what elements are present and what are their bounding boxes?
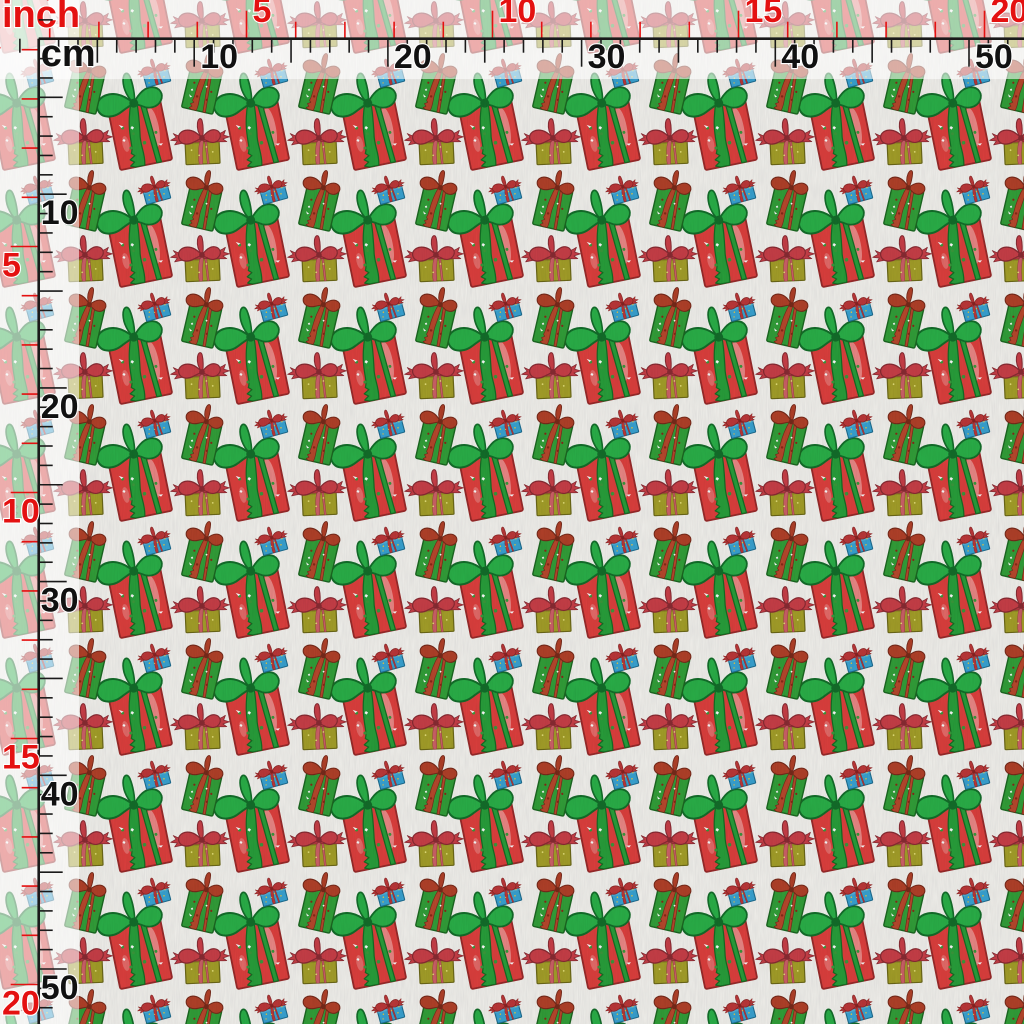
svg-text:5: 5 [253, 0, 272, 30]
svg-text:30: 30 [41, 582, 79, 620]
svg-text:20: 20 [41, 388, 79, 426]
svg-text:10: 10 [2, 493, 40, 531]
svg-text:15: 15 [745, 0, 783, 30]
svg-text:50: 50 [41, 969, 79, 1007]
svg-text:50: 50 [975, 38, 1013, 76]
svg-text:20: 20 [394, 38, 432, 76]
svg-text:10: 10 [200, 38, 238, 76]
svg-text:inch: inch [2, 0, 80, 36]
svg-text:40: 40 [41, 775, 79, 813]
svg-text:20: 20 [991, 0, 1024, 30]
svg-text:10: 10 [499, 0, 537, 30]
svg-text:30: 30 [588, 38, 626, 76]
svg-text:15: 15 [2, 739, 40, 777]
svg-text:20: 20 [2, 985, 40, 1023]
svg-text:5: 5 [2, 247, 21, 285]
svg-text:40: 40 [781, 38, 819, 76]
svg-text:10: 10 [41, 194, 79, 232]
